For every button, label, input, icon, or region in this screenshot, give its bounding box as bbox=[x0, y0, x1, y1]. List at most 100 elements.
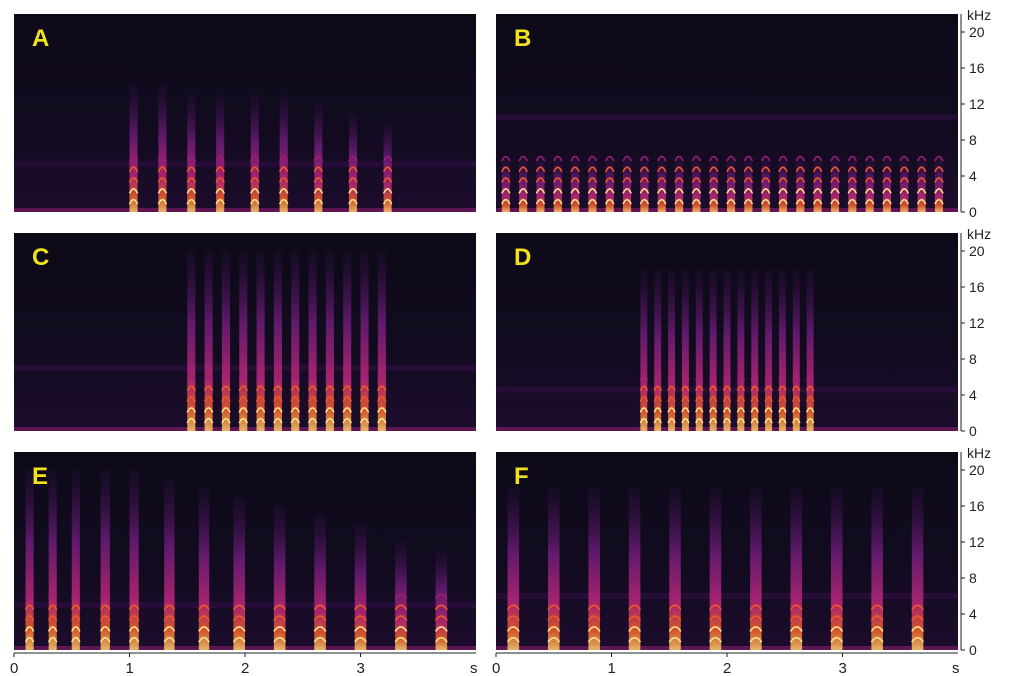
frequency-tick-label: 4 bbox=[969, 606, 977, 622]
harmonic-arc bbox=[273, 417, 283, 424]
call-energy bbox=[848, 158, 857, 212]
harmonic-arc bbox=[203, 396, 214, 402]
harmonic-arc bbox=[691, 177, 702, 183]
harmonic-arc bbox=[325, 417, 335, 424]
time-tick-label: 0 bbox=[10, 660, 18, 676]
harmonic-arc bbox=[882, 166, 892, 173]
harmonic-arc bbox=[847, 198, 858, 205]
harmonic-arc bbox=[250, 177, 260, 183]
harmonic-arc bbox=[273, 636, 287, 643]
harmonic-arc bbox=[342, 374, 352, 381]
harmonic-arc bbox=[128, 593, 140, 600]
harmonic-arc bbox=[709, 615, 722, 622]
harmonic-arc bbox=[382, 177, 393, 183]
call-b bbox=[795, 155, 806, 212]
harmonic-arc bbox=[278, 155, 289, 162]
call-d bbox=[653, 269, 662, 431]
harmonic-arc bbox=[639, 198, 650, 205]
harmonic-arc bbox=[722, 407, 732, 413]
harmonic-arc bbox=[695, 417, 704, 424]
harmonic-arc bbox=[157, 188, 168, 194]
harmonic-arc bbox=[501, 155, 511, 162]
harmonic-arc bbox=[342, 396, 352, 402]
harmonic-arc bbox=[864, 166, 875, 173]
spectrogram-panel-e: E bbox=[14, 452, 476, 650]
call-f bbox=[830, 488, 844, 650]
harmonic-arc bbox=[348, 198, 358, 205]
harmonic-arc bbox=[587, 188, 598, 194]
harmonic-arc bbox=[128, 636, 140, 643]
call-b bbox=[604, 155, 615, 212]
call-b bbox=[501, 155, 511, 212]
harmonic-arc bbox=[789, 593, 803, 600]
time-tick-label: 3 bbox=[839, 660, 847, 676]
call-energy bbox=[605, 158, 614, 212]
harmonic-arc bbox=[864, 155, 875, 162]
call-energy bbox=[256, 251, 265, 431]
harmonic-arc bbox=[342, 417, 352, 424]
harmonic-arc bbox=[812, 177, 823, 183]
harmonic-arc bbox=[668, 604, 682, 611]
call-c bbox=[342, 251, 352, 431]
call-energy bbox=[233, 497, 245, 650]
harmonic-arc bbox=[656, 188, 667, 194]
low-frequency-band bbox=[14, 208, 476, 212]
harmonic-arc bbox=[186, 385, 197, 392]
harmonic-arc bbox=[847, 188, 858, 194]
call-a bbox=[215, 95, 225, 212]
call-e bbox=[232, 497, 246, 650]
frequency-tick-label: 16 bbox=[969, 60, 985, 76]
call-e bbox=[47, 470, 58, 650]
harmonic-arc bbox=[221, 385, 231, 392]
harmonic-arc bbox=[255, 417, 266, 424]
harmonic-arc bbox=[668, 615, 682, 622]
harmonic-arc bbox=[198, 626, 210, 632]
harmonic-arc bbox=[760, 188, 771, 194]
call-energy bbox=[882, 158, 892, 212]
harmonic-arc bbox=[128, 626, 140, 632]
harmonic-arc bbox=[255, 407, 266, 413]
harmonic-arc bbox=[656, 166, 667, 173]
harmonic-arc bbox=[778, 417, 787, 424]
harmonic-arc bbox=[535, 177, 546, 183]
harmonic-arc bbox=[743, 198, 754, 205]
harmonic-arc bbox=[215, 198, 225, 205]
call-energy bbox=[871, 488, 883, 650]
harmonic-arc bbox=[377, 407, 387, 413]
call-energy bbox=[934, 158, 943, 212]
harmonic-arc bbox=[789, 626, 803, 632]
harmonic-arc bbox=[899, 188, 910, 194]
harmonic-arc bbox=[792, 374, 801, 381]
harmonic-arc bbox=[639, 374, 649, 381]
harmonic-arc bbox=[394, 636, 408, 643]
call-energy bbox=[354, 524, 367, 650]
harmonic-arc bbox=[221, 417, 231, 424]
harmonic-arc bbox=[307, 374, 318, 381]
harmonic-arc bbox=[198, 593, 210, 600]
harmonic-arc bbox=[628, 615, 642, 622]
harmonic-arc bbox=[749, 615, 763, 622]
harmonic-arc bbox=[604, 198, 615, 205]
harmonic-arc bbox=[899, 166, 910, 173]
harmonic-arc bbox=[681, 417, 690, 424]
harmonic-arc bbox=[547, 593, 561, 600]
harmonic-arc bbox=[186, 155, 197, 162]
harmonic-arc bbox=[708, 374, 718, 381]
harmonic-arc bbox=[313, 593, 327, 600]
harmonic-arc bbox=[653, 417, 662, 424]
harmonic-arc bbox=[691, 155, 702, 162]
harmonic-arc bbox=[778, 198, 788, 205]
harmonic-arc bbox=[250, 155, 260, 162]
harmonic-arc bbox=[307, 396, 318, 402]
harmonic-arc bbox=[681, 385, 690, 392]
call-d bbox=[736, 269, 746, 431]
frequency-tick-label: 4 bbox=[969, 168, 977, 184]
harmonic-arc bbox=[290, 407, 301, 413]
call-b bbox=[882, 155, 892, 212]
harmonic-arc bbox=[708, 417, 718, 424]
harmonic-arc bbox=[667, 374, 676, 381]
harmonic-arc bbox=[198, 604, 210, 611]
harmonic-arc bbox=[128, 198, 139, 205]
